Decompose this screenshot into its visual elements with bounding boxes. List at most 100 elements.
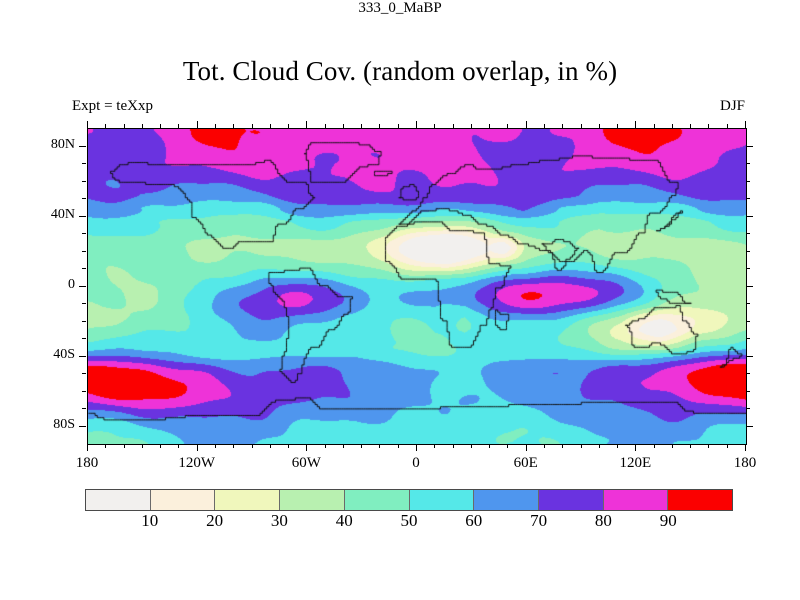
cloud-cover-field <box>88 129 746 444</box>
axis-tick <box>343 124 344 128</box>
axis-tick <box>617 124 618 128</box>
colorbar-tick-60: 60 <box>465 511 483 530</box>
axis-tick <box>434 124 435 128</box>
axis-tick <box>599 124 600 128</box>
axis-tick <box>124 124 125 128</box>
axis-tick <box>746 356 753 357</box>
axis-tick <box>252 124 253 128</box>
season-label: DJF <box>719 98 745 114</box>
axis-tick <box>635 444 636 451</box>
axis-tick <box>361 124 362 128</box>
axis-tick <box>746 303 750 304</box>
axis-tick <box>82 181 86 182</box>
axis-tick <box>434 444 435 448</box>
axis-tick <box>746 198 750 199</box>
colorbar-tick-30: 30 <box>270 511 288 530</box>
x-tick-label-60W: 60W <box>291 455 321 471</box>
axis-tick <box>746 321 750 322</box>
y-tick-label-80S: 80S <box>53 416 75 432</box>
colorbar-band-20-30 <box>215 490 281 510</box>
axis-tick <box>746 251 750 252</box>
axis-tick <box>197 444 198 451</box>
y-tick-label-80N: 80N <box>50 136 75 152</box>
axis-tick <box>746 286 753 287</box>
axis-tick <box>727 444 728 448</box>
axis-tick <box>178 444 179 448</box>
axis-tick <box>142 124 143 128</box>
axis-tick <box>690 444 691 448</box>
axis-tick <box>654 124 655 128</box>
colorbar-band-30-40 <box>280 490 345 510</box>
colorbar-tick-70: 70 <box>530 511 548 530</box>
colorbar-band-40-50 <box>344 490 410 510</box>
axis-tick <box>82 408 86 409</box>
axis-tick <box>544 444 545 448</box>
axis-tick <box>746 146 753 147</box>
axis-tick <box>343 444 344 448</box>
colorbar-band-<10 <box>86 490 151 510</box>
axis-tick <box>82 268 86 269</box>
y-tick-label-40N: 40N <box>50 206 75 222</box>
axis-tick <box>746 268 750 269</box>
axis-tick <box>746 216 753 217</box>
axis-tick <box>82 391 86 392</box>
axis-tick <box>178 124 179 128</box>
axis-tick <box>233 124 234 128</box>
x-tick-label-180: 180 <box>733 455 757 471</box>
axis-tick <box>215 124 216 128</box>
axis-tick <box>306 444 307 451</box>
axis-tick <box>197 121 198 128</box>
colorbar-band-70-80 <box>538 490 604 510</box>
axis-tick <box>82 251 86 252</box>
axis-tick <box>398 124 399 128</box>
axis-tick <box>215 444 216 448</box>
page-title: Tot. Cloud Cov. (random overlap, in %) <box>182 56 618 86</box>
axis-tick <box>708 124 709 128</box>
axis-tick <box>79 356 86 357</box>
colorbar-tick-40: 40 <box>335 511 353 530</box>
x-tick-label-60E: 60E <box>513 455 538 471</box>
axis-tick <box>82 338 86 339</box>
axis-tick <box>746 233 750 234</box>
axis-tick <box>82 303 86 304</box>
colorbar-band-60-70 <box>474 490 539 510</box>
axis-tick <box>87 444 88 451</box>
axis-tick <box>581 124 582 128</box>
axis-tick <box>489 124 490 128</box>
axis-tick <box>270 444 271 448</box>
x-tick-label-120W: 120W <box>178 455 215 471</box>
axis-tick <box>160 444 161 448</box>
axis-tick <box>105 124 106 128</box>
axis-tick <box>87 121 88 128</box>
colorbar-band->90 <box>668 490 733 510</box>
axis-tick <box>727 124 728 128</box>
x-tick-label-120E: 120E <box>619 455 652 471</box>
axis-tick <box>453 124 454 128</box>
axis-tick <box>79 286 86 287</box>
axis-tick <box>416 444 417 451</box>
axis-tick <box>325 124 326 128</box>
colorbar-tick-50: 50 <box>400 511 418 530</box>
axis-tick <box>379 124 380 128</box>
axis-tick <box>489 444 490 448</box>
axis-tick <box>160 124 161 128</box>
axis-tick <box>252 444 253 448</box>
axis-tick <box>746 338 750 339</box>
axis-tick <box>746 181 750 182</box>
axis-tick <box>507 124 508 128</box>
axis-tick <box>82 233 86 234</box>
axis-tick <box>416 121 417 128</box>
colorbar-tick-80: 80 <box>594 511 612 530</box>
colorbar-tick-10: 10 <box>141 511 159 530</box>
map-plot-area <box>87 128 747 445</box>
axis-tick <box>233 444 234 448</box>
axis-tick <box>288 444 289 448</box>
colorbar-band-10-20 <box>150 490 216 510</box>
axis-tick <box>562 124 563 128</box>
axis-tick <box>82 163 86 164</box>
axis-tick <box>526 121 527 128</box>
colorbar-tick-90: 90 <box>659 511 677 530</box>
axis-tick <box>745 444 746 451</box>
axis-tick <box>672 444 673 448</box>
